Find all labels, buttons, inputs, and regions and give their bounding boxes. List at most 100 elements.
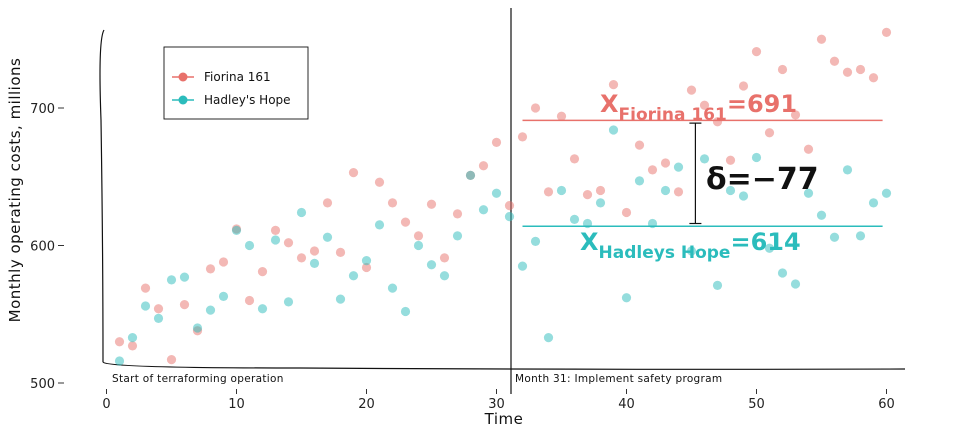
legend: Fiorina 161 Hadley's Hope [163,46,309,120]
hadleys-point [699,154,710,164]
fiorina-point [387,198,398,208]
fiorina-point [764,128,775,138]
hadleys-point [855,231,866,241]
x-ticks-group: 0 10 20 30 40 50 60 [102,389,895,412]
hadleys-point [140,301,151,311]
fiorina-point [712,117,723,127]
fiorina-point [452,209,463,219]
start-annotation: Start of terraforming operation [112,373,284,385]
fiorina-point [348,168,359,178]
fiorina-point [855,64,866,75]
hadleys-point [686,246,697,256]
hadleys-point [777,268,788,278]
fiorina-point [673,187,684,197]
fiorina-point [790,110,801,120]
legend-swatch-hadleys [178,95,188,105]
hadleys-point [673,162,684,172]
fiorina-point [309,246,320,256]
fiorina-point [803,144,814,154]
hadleys-point [608,125,619,135]
y-tick-label: 500 [30,377,55,392]
fiorina-point [374,177,385,187]
fiorina-point [842,67,853,77]
month31-annotation: Month 31: Implement safety program [515,373,722,385]
fiorina-point [179,300,190,310]
hadleys-point [361,256,372,266]
fiorina-point [257,267,268,277]
fiorina-point [127,341,138,351]
fiorina-point [400,217,411,227]
hadleys-point [218,291,229,301]
fiorina-point [530,103,541,113]
fiorina-point [244,295,255,306]
fiorina-point [621,207,632,218]
hadleys-point [517,261,528,271]
fiorina-point [504,201,515,211]
hadleys-point [153,313,164,323]
hadleys-point [413,240,424,251]
hadleys-point [465,170,476,180]
hadleys-point [491,188,502,198]
x-tick-label: 0 [102,397,110,412]
hadleys-point [712,280,723,290]
hadleys-point [504,212,515,222]
hadleys-point [322,232,333,242]
x-axis-title: Time [484,410,524,428]
x-tick-label: 10 [228,397,245,412]
hadleys-point [348,271,359,281]
y-ticks-group: 500 600 700 [30,102,64,392]
hadleys-point [244,240,255,251]
fiorina-mean-label: XFiorina 161=691 [600,90,797,125]
fiorina-point [881,27,892,37]
hadleys-point [166,275,177,285]
y-axis-line [99,29,105,363]
hadleys-point [296,207,307,218]
hadleys-point [660,185,671,196]
fiorina-point [140,283,151,293]
hadleys-point [335,294,346,304]
fiorina-point [335,247,346,257]
fiorina-point [868,73,879,83]
fiorina-point [361,262,372,273]
y-tick-label: 700 [30,102,55,117]
x-tick-label: 50 [748,397,765,412]
hadleys-point [829,232,840,242]
hadleys-point [595,198,606,208]
y-tick-label: 600 [30,240,55,255]
fiorina-point [543,187,554,197]
fiorina-point [569,154,580,164]
hadleys-point [179,272,190,282]
hadleys-point [478,205,489,215]
fiorina-point [660,158,671,168]
hadleys-point [738,191,749,201]
hadleys-point [569,214,580,224]
fiorina-point [738,81,749,91]
hadleys-mean-label: XHadleys Hope=614 [580,228,801,263]
x-tick-label: 40 [618,397,635,412]
hadleys-point [439,271,450,281]
hadleys-point [374,220,385,230]
delta-bar [689,122,702,225]
y-axis-title: Monthly operating costs, millions [6,58,24,323]
hadleys-point [270,235,281,245]
hadleys-point [816,210,827,220]
fiorina-point [491,137,502,147]
fiorina-point [751,47,762,57]
fiorina-point [166,355,177,365]
fiorina-point [153,304,164,314]
fiorina-point [699,100,710,110]
fiorina-point [595,185,606,196]
fiorina-point [816,34,827,44]
hadleys-point [556,185,567,196]
fiorina-point [517,132,528,142]
hadleys-point [543,333,554,343]
points-group [114,27,892,366]
fiorina-point [413,231,424,241]
legend-label-hadleys: Hadley's Hope [204,93,291,107]
hadleys-point [881,188,892,198]
hadleys-point [400,306,411,317]
legend-label-fiorina: Fiorina 161 [204,70,271,84]
hadleys-point [114,356,125,366]
fiorina-point [283,238,294,248]
